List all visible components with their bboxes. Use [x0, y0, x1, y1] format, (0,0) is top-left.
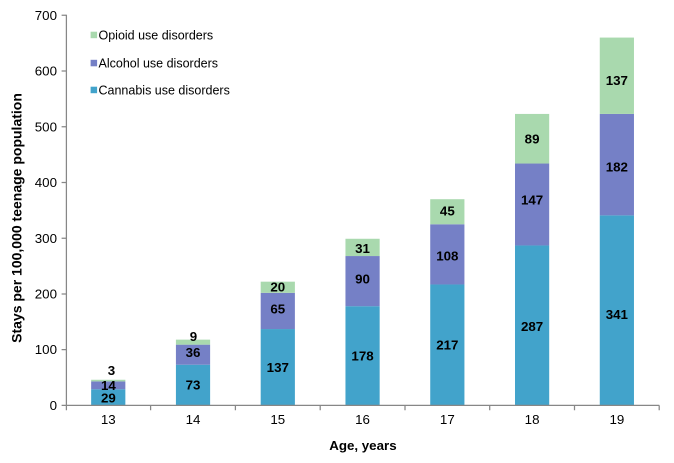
svg-text:17: 17 — [440, 412, 455, 427]
svg-text:400: 400 — [35, 175, 57, 190]
svg-text:287: 287 — [521, 319, 543, 334]
svg-text:14: 14 — [186, 412, 201, 427]
svg-text:20: 20 — [270, 279, 285, 294]
svg-text:65: 65 — [270, 301, 285, 316]
svg-text:341: 341 — [606, 307, 629, 322]
svg-text:31: 31 — [355, 241, 370, 256]
svg-text:29: 29 — [101, 391, 116, 406]
svg-text:9: 9 — [190, 329, 197, 344]
svg-text:15: 15 — [270, 412, 285, 427]
svg-text:147: 147 — [521, 193, 543, 208]
svg-text:137: 137 — [267, 360, 289, 375]
svg-text:Alcohol use disorders: Alcohol use disorders — [99, 56, 219, 70]
svg-text:200: 200 — [35, 286, 57, 301]
svg-text:19: 19 — [609, 412, 624, 427]
svg-text:108: 108 — [436, 249, 458, 264]
svg-text:90: 90 — [355, 271, 370, 286]
svg-text:217: 217 — [436, 337, 458, 352]
svg-text:0: 0 — [50, 398, 57, 413]
svg-text:73: 73 — [186, 377, 201, 392]
svg-text:3: 3 — [108, 363, 115, 378]
svg-text:18: 18 — [525, 412, 540, 427]
svg-text:137: 137 — [606, 73, 628, 88]
svg-text:Age, years: Age, years — [329, 438, 396, 453]
svg-text:182: 182 — [606, 159, 628, 174]
svg-text:100: 100 — [35, 342, 57, 357]
svg-text:300: 300 — [35, 231, 57, 246]
svg-text:45: 45 — [440, 204, 455, 219]
svg-text:13: 13 — [101, 412, 116, 427]
svg-text:178: 178 — [351, 349, 373, 364]
svg-text:16: 16 — [355, 412, 370, 427]
svg-text:600: 600 — [35, 64, 57, 79]
svg-text:89: 89 — [525, 132, 540, 147]
svg-text:36: 36 — [186, 345, 201, 360]
svg-text:Stays per 100,000 teenage popu: Stays per 100,000 teenage population — [8, 93, 24, 343]
svg-text:Cannabis use disorders: Cannabis use disorders — [99, 84, 230, 98]
svg-text:Opioid use disorders: Opioid use disorders — [99, 29, 214, 43]
svg-text:500: 500 — [35, 119, 57, 134]
svg-text:700: 700 — [35, 8, 57, 23]
svg-text:14: 14 — [101, 378, 116, 393]
